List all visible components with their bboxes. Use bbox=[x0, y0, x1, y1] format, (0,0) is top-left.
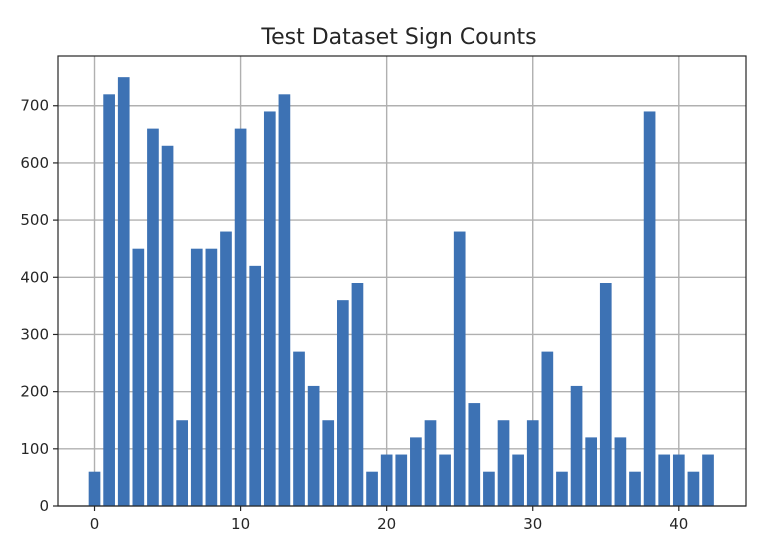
bar-9 bbox=[220, 231, 232, 506]
bar-32 bbox=[556, 471, 568, 506]
bar-4 bbox=[147, 128, 159, 506]
bar-31 bbox=[541, 351, 554, 506]
y-tick-label-3: 300 bbox=[20, 325, 49, 343]
bar-19 bbox=[366, 471, 378, 506]
chart-title: Test Dataset Sign Counts bbox=[260, 25, 536, 50]
y-tick-label-7: 700 bbox=[20, 97, 49, 115]
bar-35 bbox=[599, 283, 612, 506]
bar-36 bbox=[614, 437, 627, 506]
bar-23 bbox=[424, 420, 437, 506]
x-tick-label-1: 10 bbox=[231, 515, 250, 533]
bar-40 bbox=[672, 454, 685, 506]
bar-12 bbox=[263, 111, 276, 507]
bar-42 bbox=[702, 454, 714, 506]
bar-39 bbox=[658, 454, 671, 506]
bar-38 bbox=[643, 111, 656, 507]
y-tick-label-0: 0 bbox=[39, 497, 49, 515]
bar-13 bbox=[278, 94, 291, 507]
bar-30 bbox=[526, 420, 539, 506]
bar-34 bbox=[585, 437, 598, 506]
x-tick-label-3: 30 bbox=[523, 515, 542, 533]
y-tick-label-1: 100 bbox=[20, 440, 49, 458]
bar-7 bbox=[190, 248, 203, 506]
bar-20 bbox=[380, 454, 393, 506]
y-tick-label-4: 400 bbox=[20, 268, 49, 286]
bar-29 bbox=[512, 454, 524, 506]
bar-0 bbox=[88, 471, 101, 506]
bar-8 bbox=[205, 248, 218, 506]
bar-1 bbox=[103, 94, 115, 507]
bar-22 bbox=[410, 437, 422, 506]
bars-group bbox=[88, 77, 714, 507]
y-tick-label-6: 600 bbox=[20, 154, 49, 172]
bar-37 bbox=[629, 471, 641, 506]
bar-16 bbox=[322, 420, 335, 506]
bar-2 bbox=[117, 77, 130, 507]
x-axis: 0 10 20 30 40 bbox=[90, 506, 688, 533]
bar-33 bbox=[570, 385, 583, 506]
bar-26 bbox=[468, 403, 481, 506]
y-tick-label-2: 200 bbox=[20, 383, 49, 401]
plot-frame bbox=[57, 55, 747, 507]
bar-10 bbox=[234, 128, 247, 506]
y-tick-label-5: 500 bbox=[20, 211, 49, 229]
bar-41 bbox=[687, 471, 700, 506]
x-tick-label-2: 20 bbox=[377, 515, 396, 533]
bar-3 bbox=[132, 248, 145, 506]
y-axis: 0 100 200 300 400 500 600 700 bbox=[20, 97, 58, 515]
bar-24 bbox=[439, 454, 451, 506]
bar-27 bbox=[483, 471, 495, 506]
bar-21 bbox=[395, 454, 408, 506]
bar-25 bbox=[453, 231, 466, 506]
bar-11 bbox=[249, 265, 262, 506]
x-tick-label-0: 0 bbox=[90, 515, 100, 533]
grid-lines bbox=[58, 56, 746, 507]
bar-14 bbox=[293, 351, 305, 506]
bar-15 bbox=[307, 385, 320, 506]
bar-5 bbox=[161, 145, 174, 506]
bar-17 bbox=[336, 300, 349, 506]
bar-28 bbox=[497, 420, 510, 506]
bar-6 bbox=[176, 420, 189, 506]
bar-18 bbox=[351, 283, 364, 506]
x-tick-label-4: 40 bbox=[669, 515, 688, 533]
